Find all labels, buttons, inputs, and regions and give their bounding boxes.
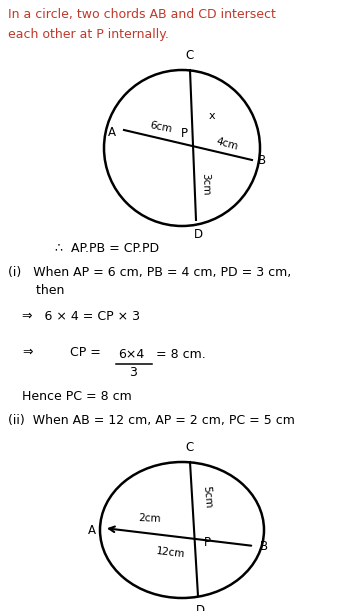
- Text: ⇒: ⇒: [22, 346, 32, 359]
- Text: = 8 cm.: = 8 cm.: [156, 348, 206, 361]
- Text: In a circle, two chords AB and CD intersect: In a circle, two chords AB and CD inters…: [8, 8, 276, 21]
- Text: 5cm: 5cm: [201, 485, 213, 508]
- Text: C: C: [186, 441, 194, 454]
- Text: Hence PC = 8 cm: Hence PC = 8 cm: [22, 390, 132, 403]
- Text: 2cm: 2cm: [139, 513, 162, 524]
- Text: A: A: [108, 125, 116, 139]
- Text: ⇒   6 × 4 = CP × 3: ⇒ 6 × 4 = CP × 3: [22, 310, 140, 323]
- Text: 12cm: 12cm: [156, 546, 186, 560]
- Text: 6cm: 6cm: [149, 120, 173, 134]
- Text: B: B: [260, 540, 268, 552]
- Text: A: A: [88, 524, 96, 536]
- Text: P: P: [204, 536, 211, 549]
- Text: (i)   When AP = 6 cm, PB = 4 cm, PD = 3 cm,: (i) When AP = 6 cm, PB = 4 cm, PD = 3 cm…: [8, 266, 291, 279]
- Text: (ii)  When AB = 12 cm, AP = 2 cm, PC = 5 cm: (ii) When AB = 12 cm, AP = 2 cm, PC = 5 …: [8, 414, 295, 427]
- Text: then: then: [8, 284, 64, 297]
- Text: 3cm: 3cm: [200, 173, 210, 196]
- Text: 4cm: 4cm: [215, 136, 239, 152]
- Text: each other at P internally.: each other at P internally.: [8, 28, 169, 41]
- Text: B: B: [258, 153, 266, 167]
- Text: D: D: [193, 228, 202, 241]
- Text: C: C: [186, 49, 194, 62]
- Text: 3: 3: [129, 366, 137, 379]
- Text: CP =: CP =: [70, 346, 101, 359]
- Text: D: D: [195, 604, 205, 611]
- Text: x: x: [209, 111, 215, 121]
- Text: 6×4: 6×4: [118, 348, 144, 361]
- Text: ∴  AP.PB = CP.PD: ∴ AP.PB = CP.PD: [55, 242, 159, 255]
- Text: P: P: [181, 127, 188, 140]
